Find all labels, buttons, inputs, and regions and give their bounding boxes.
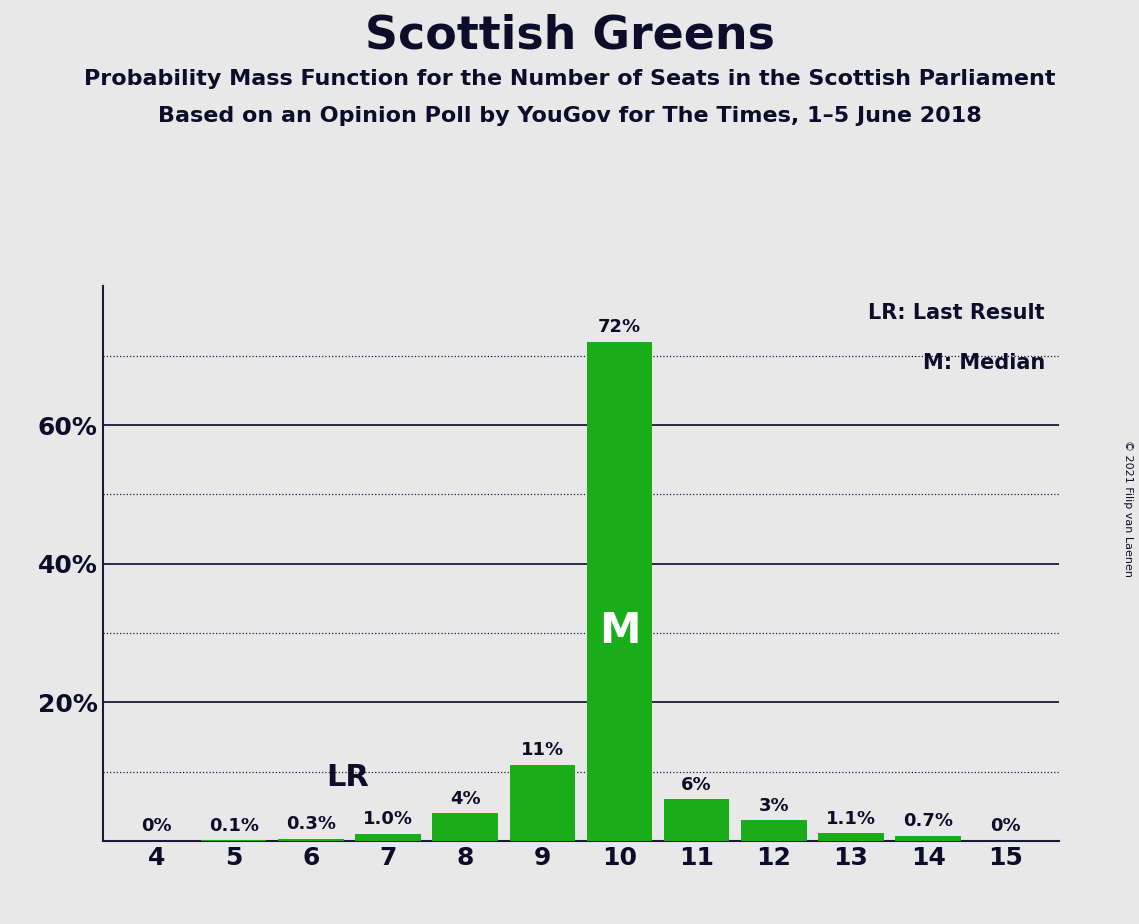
Text: M: M [599, 610, 640, 652]
Text: LR: LR [326, 762, 369, 792]
Bar [741, 821, 806, 841]
Bar [355, 833, 420, 841]
Bar [664, 799, 729, 841]
Bar [433, 813, 498, 841]
Text: M: Median: M: Median [923, 353, 1044, 373]
Text: 3%: 3% [759, 796, 789, 815]
Text: 1.0%: 1.0% [363, 810, 413, 828]
Text: 6%: 6% [681, 776, 712, 794]
Bar [818, 833, 884, 841]
Text: Probability Mass Function for the Number of Seats in the Scottish Parliament: Probability Mass Function for the Number… [84, 69, 1055, 90]
Text: Based on an Opinion Poll by YouGov for The Times, 1–5 June 2018: Based on an Opinion Poll by YouGov for T… [157, 106, 982, 127]
Text: LR: Last Result: LR: Last Result [868, 303, 1044, 323]
Text: 4%: 4% [450, 790, 481, 808]
Text: 1.1%: 1.1% [826, 809, 876, 828]
Text: 0%: 0% [990, 818, 1021, 835]
Text: 11%: 11% [521, 741, 564, 760]
Bar [509, 765, 575, 841]
Text: 0%: 0% [141, 818, 172, 835]
Text: 0.1%: 0.1% [208, 817, 259, 834]
Bar [587, 342, 653, 841]
Bar [278, 839, 344, 841]
Text: © 2021 Filip van Laenen: © 2021 Filip van Laenen [1123, 440, 1133, 577]
Text: Scottish Greens: Scottish Greens [364, 14, 775, 59]
Text: 0.7%: 0.7% [903, 812, 953, 831]
Text: 72%: 72% [598, 319, 641, 336]
Text: 0.3%: 0.3% [286, 815, 336, 833]
Bar [895, 836, 961, 841]
